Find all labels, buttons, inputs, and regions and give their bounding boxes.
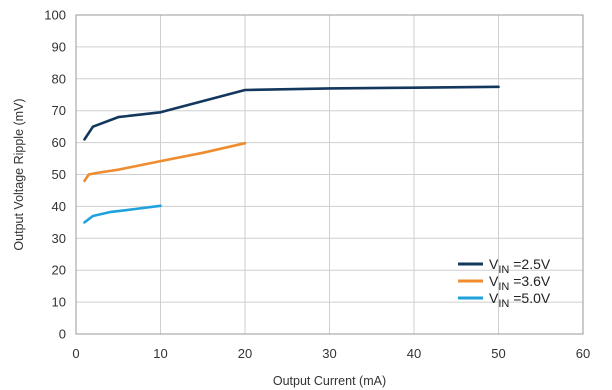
x-tick-label: 40 (407, 346, 421, 361)
series-line-2 (83, 141, 247, 183)
y-tick-label: 90 (52, 39, 66, 54)
series (83, 85, 500, 224)
series-line-3 (83, 204, 162, 224)
legend-label: VIN =3.6V (489, 273, 551, 293)
legend-label: VIN =5.0V (489, 290, 551, 310)
y-tick-label: 100 (44, 8, 66, 23)
legend-label: VIN =2.5V (489, 256, 551, 276)
x-tick-label: 30 (322, 346, 336, 361)
y-tick-label: 30 (52, 231, 66, 246)
y-tick-label: 50 (52, 167, 66, 182)
y-tick-label: 0 (59, 327, 66, 342)
x-tick-label: 20 (238, 346, 252, 361)
tick-labels: 0 10 20 30 40 50 60 70 80 90 100 0 10 20 30 40 50 60 (44, 8, 590, 362)
x-tick-label: 50 (491, 346, 505, 361)
y-tick-label: 70 (52, 103, 66, 118)
y-tick-label: 80 (52, 71, 66, 86)
y-tick-label: 40 (52, 199, 66, 214)
y-tick-label: 10 (52, 295, 66, 310)
x-tick-label: 0 (72, 346, 79, 361)
y-tick-label: 20 (52, 263, 66, 278)
x-tick-label: 60 (576, 346, 590, 361)
plot-frame (75, 14, 584, 335)
y-axis-title: Output Voltage Ripple (mV) (12, 98, 26, 250)
x-axis-title: Output Current (mA) (273, 374, 386, 388)
series-line-1 (83, 85, 500, 141)
y-tick-label: 60 (52, 135, 66, 150)
x-tick-label: 10 (153, 346, 167, 361)
